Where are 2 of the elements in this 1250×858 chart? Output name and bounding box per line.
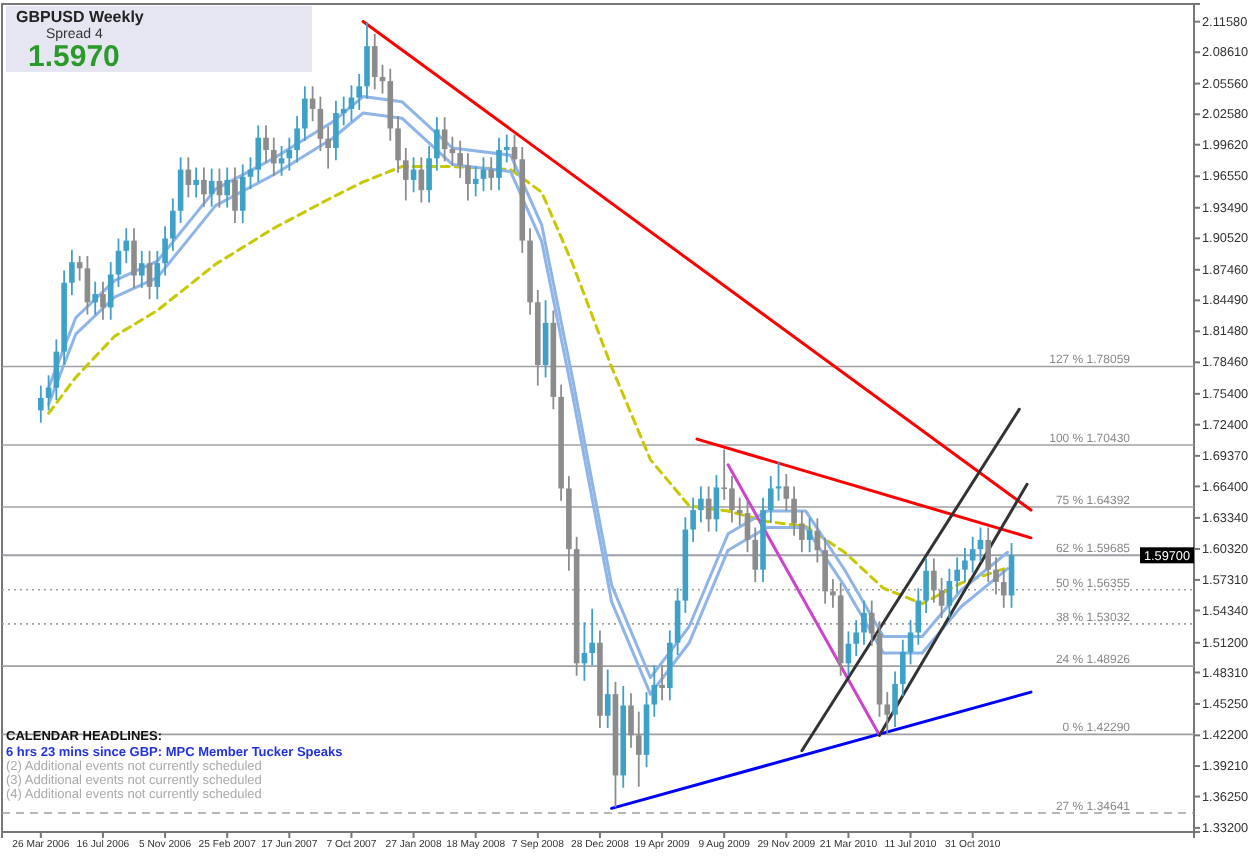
annotation: 1.5970 <box>28 40 120 74</box>
annotation: GBPUSD Weekly <box>16 8 145 26</box>
